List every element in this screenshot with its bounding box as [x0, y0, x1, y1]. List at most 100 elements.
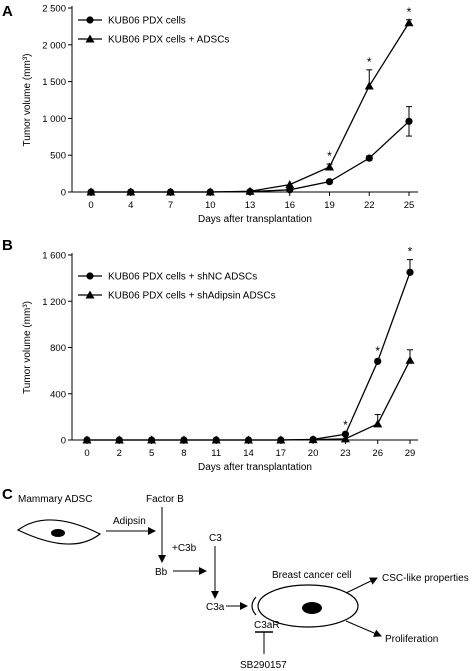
- data-point-triangle: [82, 435, 92, 444]
- data-point-circle: [405, 117, 413, 125]
- x-tick-label: 7: [168, 200, 173, 211]
- x-tick-label: 8: [181, 448, 186, 459]
- series-line-2: [87, 359, 411, 441]
- c3ar-receptor: [251, 596, 257, 616]
- x-tick-label: 13: [245, 200, 256, 211]
- chart-a: 0 500 1 000 1 500 2 000 2 500 0 4 7 10 13 16 19 22 25 D…: [22, 4, 418, 225]
- panel-label-a: A: [2, 3, 13, 20]
- x-tick-label: 14: [243, 448, 254, 459]
- x-tick-label: 4: [128, 200, 133, 211]
- csc-properties-label: CSC-like properties: [382, 573, 469, 584]
- data-point-triangle: [179, 435, 189, 444]
- c3-label: C3: [209, 533, 222, 544]
- data-point-triangle: [373, 419, 383, 428]
- data-point-circle: [406, 268, 414, 276]
- data-point-triangle: [404, 18, 414, 27]
- data-point-triangle: [340, 434, 350, 443]
- bb-label: Bb: [155, 567, 168, 578]
- significance-star: *: [408, 245, 413, 259]
- legend-entry-2: KUB06 PDX cells + ADSCs: [108, 35, 229, 46]
- series-line-2: [91, 22, 410, 193]
- data-point-triangle: [276, 435, 286, 444]
- sb290157-label: SB290157: [240, 660, 287, 671]
- legend-marker-circle: [86, 16, 94, 24]
- y-axis-title: Tumor volume (mm³): [22, 301, 33, 394]
- x-tick-label: 16: [284, 200, 295, 211]
- y-tick-label: 800: [50, 343, 66, 354]
- y-tick-label: 1 600: [42, 251, 66, 262]
- legend-marker-circle: [86, 272, 94, 280]
- panel-label-c: C: [2, 486, 13, 503]
- y-tick-label: 0: [61, 436, 66, 447]
- data-point-triangle: [244, 435, 253, 444]
- x-tick-label: 25: [404, 200, 415, 211]
- data-point-triangle: [285, 180, 295, 189]
- factor-b-label: Factor B: [146, 494, 184, 505]
- chart-b: 0 400 800 1 200 1 600 0 2 5 8 11 14 17 20 23 26 29 Days …: [22, 245, 418, 473]
- cancer-cell-nucleus: [302, 602, 322, 614]
- significance-star: *: [407, 5, 412, 19]
- panel-label-b: B: [2, 237, 13, 254]
- x-tick-label: 0: [88, 200, 93, 211]
- x-tick-label: 19: [324, 200, 335, 211]
- x-tick-label: 11: [211, 448, 221, 459]
- x-tick-label: 10: [205, 200, 216, 211]
- breast-cancer-cell-label: Breast cancer cell: [272, 570, 351, 581]
- y-tick-label: 1 500: [42, 77, 66, 88]
- y-axis-title: Tumor volume (mm³): [22, 54, 33, 147]
- y-tick-label: 2 500: [42, 4, 66, 15]
- data-point-triangle: [126, 187, 136, 196]
- x-tick-label: 29: [405, 448, 416, 459]
- data-point-triangle: [166, 187, 175, 196]
- data-point-circle: [341, 430, 349, 438]
- x-tick-label: 0: [84, 448, 89, 459]
- csc-arrow: [345, 577, 378, 594]
- data-point-triangle: [147, 435, 157, 444]
- data-point-triangle: [211, 435, 221, 444]
- data-point-triangle: [205, 187, 215, 196]
- y-tick-label: 2 000: [42, 40, 66, 51]
- y-tick-label: 1 200: [42, 297, 66, 308]
- significance-star: *: [343, 418, 348, 432]
- data-point-circle: [365, 154, 373, 162]
- mammary-adsc-label: Mammary ADSC: [18, 494, 92, 505]
- c3ar-label: C3aR: [254, 620, 280, 631]
- data-point-triangle: [405, 355, 415, 364]
- legend-marker-triangle: [85, 34, 95, 43]
- adsc-cell-shape: [16, 519, 102, 545]
- y-tick-label: 1 000: [42, 114, 66, 125]
- x-axis-title: Days after transplantation: [198, 462, 312, 473]
- x-tick-label: 22: [364, 200, 375, 211]
- proliferation-arrow: [345, 620, 382, 637]
- series-line-1: [91, 120, 410, 193]
- x-axis-title: Days after transplantation: [198, 214, 312, 225]
- data-point-triangle: [86, 187, 96, 196]
- legend-marker-triangle: [85, 290, 95, 299]
- x-tick-label: 17: [276, 448, 287, 459]
- y-tick-label: 0: [61, 188, 66, 199]
- legend-entry-1: KUB06 PDX cells + shNC ADSCs: [108, 272, 257, 283]
- data-point-triangle: [364, 81, 374, 90]
- x-tick-label: 5: [149, 448, 154, 459]
- y-tick-label: 500: [50, 151, 66, 162]
- proliferation-label: Proliferation: [385, 634, 438, 645]
- x-tick-label: 23: [340, 448, 351, 459]
- c3a-label: C3a: [206, 602, 225, 613]
- data-point-triangle: [245, 186, 255, 195]
- data-point-triangle: [325, 162, 334, 171]
- adsc-nucleus: [51, 529, 65, 537]
- x-tick-label: 20: [308, 448, 319, 459]
- data-point-triangle: [308, 435, 318, 444]
- x-tick-label: 2: [117, 448, 122, 459]
- data-point-circle: [374, 357, 382, 365]
- c3b-label: +C3b: [172, 543, 197, 554]
- data-point-circle: [325, 178, 334, 186]
- adipsin-label: Adipsin: [113, 516, 146, 527]
- breast-cancer-cell: [257, 584, 359, 628]
- significance-star: *: [367, 55, 372, 69]
- significance-star: *: [327, 149, 332, 163]
- x-tick-label: 26: [372, 448, 383, 459]
- legend-entry-2: KUB06 PDX cells + shAdipsin ADSCs: [108, 291, 276, 302]
- data-point-triangle: [114, 435, 124, 444]
